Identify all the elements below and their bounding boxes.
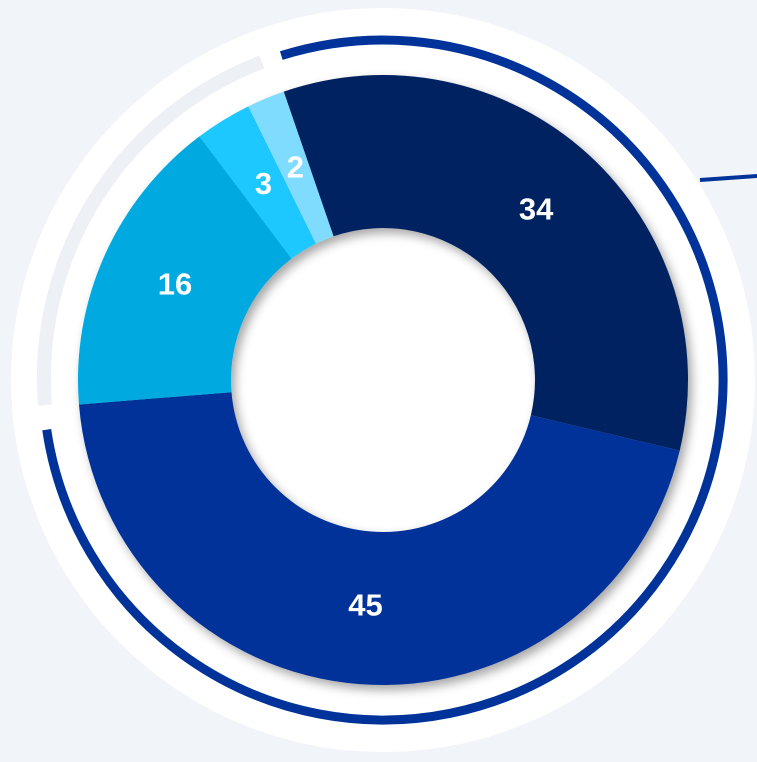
data-label: 3 xyxy=(255,166,272,201)
labels: 34 45 16 3 2 xyxy=(158,150,554,623)
donut xyxy=(78,75,688,686)
slice xyxy=(199,106,316,259)
slice xyxy=(78,136,292,405)
data-label: 2 xyxy=(287,150,304,185)
slice xyxy=(283,75,688,451)
slice xyxy=(248,91,334,244)
decor-arc xyxy=(42,35,728,725)
decor-arc-light xyxy=(36,55,265,406)
slice xyxy=(78,392,680,686)
data-label: 16 xyxy=(158,267,192,302)
decor-line xyxy=(699,174,757,182)
data-label: 45 xyxy=(348,588,382,623)
data-label: 34 xyxy=(519,191,554,226)
